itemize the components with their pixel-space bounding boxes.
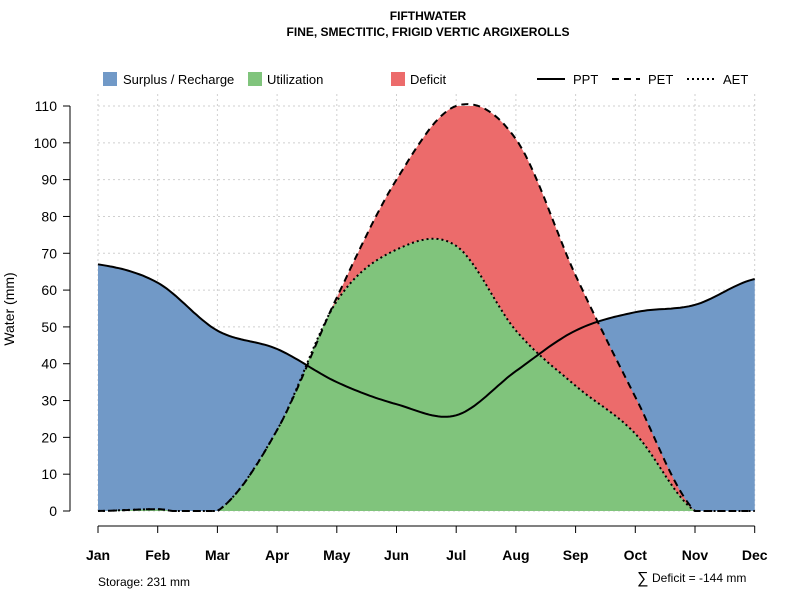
legend-swatch-utilization [248, 72, 262, 86]
x-tick-label: Jun [384, 547, 409, 563]
legend-label-deficit: Deficit [410, 72, 447, 87]
y-axis: 0 10 20 30 40 50 60 70 80 90 100 110 [34, 98, 71, 519]
sum-symbol: ∑ [637, 570, 648, 587]
y-tick-label: 0 [49, 503, 57, 519]
y-tick-label: 70 [41, 245, 57, 261]
legend-label-pet: PET [648, 72, 673, 87]
x-tick-label: Jul [446, 547, 466, 563]
x-axis: Jan Feb Mar Apr May Jun Jul Aug Sep Oct Nov Dec [86, 525, 768, 563]
x-tick-label: Jan [86, 547, 110, 563]
x-tick-label: Aug [502, 547, 529, 563]
legend-swatch-deficit [391, 72, 405, 86]
y-tick-label: 110 [35, 98, 58, 114]
series-line-ppt [97, 263, 755, 418]
x-tick-label: May [323, 547, 350, 563]
y-tick-label: 60 [41, 282, 57, 298]
legend-label-surplus: Surplus / Recharge [123, 72, 234, 87]
y-tick-label: 10 [41, 466, 57, 482]
series-line-pet [97, 103, 755, 512]
x-tick-label: Feb [145, 547, 170, 563]
series-lines [97, 103, 755, 512]
legend-swatch-surplus [103, 72, 117, 86]
legend: Surplus / Recharge Utilization Deficit P… [103, 72, 748, 87]
y-tick-label: 30 [41, 393, 57, 409]
x-tick-label: Oct [624, 547, 648, 563]
y-tick-label: 20 [41, 429, 57, 445]
x-tick-label: Sep [563, 547, 589, 563]
y-tick-label: 50 [41, 319, 57, 335]
legend-label-ppt: PPT [573, 72, 598, 87]
chart-subtitle: FINE, SMECTITIC, FRIGID VERTIC ARGIXEROL… [287, 25, 570, 39]
legend-label-aet: AET [723, 72, 748, 87]
areas [98, 106, 755, 511]
x-tick-label: Mar [205, 547, 230, 563]
x-tick-label: Apr [265, 547, 290, 563]
x-tick-label: Dec [742, 547, 768, 563]
y-tick-label: 80 [41, 208, 57, 224]
area-utilization [98, 238, 755, 511]
y-tick-label: 100 [34, 135, 58, 151]
legend-label-utilization: Utilization [267, 72, 323, 87]
y-axis-label: Water (mm) [1, 272, 17, 345]
chart-title: FIFTHWATER [390, 9, 467, 23]
x-tick-label: Nov [682, 547, 709, 563]
deficit-note: Deficit = -144 mm [652, 571, 746, 585]
storage-note: Storage: 231 mm [98, 575, 190, 589]
y-tick-label: 90 [41, 172, 57, 188]
y-tick-label: 40 [41, 356, 57, 372]
